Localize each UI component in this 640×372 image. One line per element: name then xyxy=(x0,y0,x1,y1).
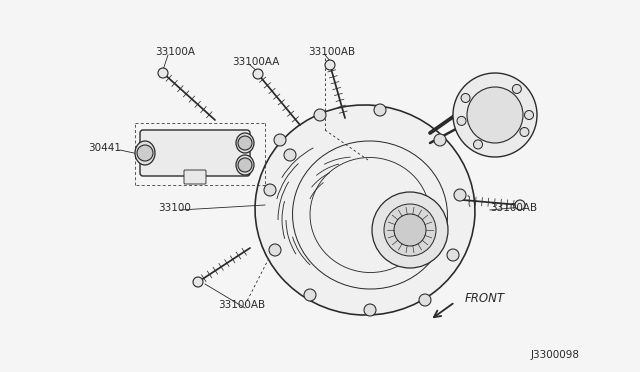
Circle shape xyxy=(467,87,523,143)
Text: 33100A: 33100A xyxy=(155,47,195,57)
Circle shape xyxy=(457,116,466,125)
FancyBboxPatch shape xyxy=(140,130,250,176)
Text: 30441: 30441 xyxy=(88,143,121,153)
Circle shape xyxy=(447,249,459,261)
Ellipse shape xyxy=(236,133,254,153)
Ellipse shape xyxy=(236,155,254,175)
Circle shape xyxy=(394,214,426,246)
Text: 33100: 33100 xyxy=(158,203,191,213)
Circle shape xyxy=(269,244,281,256)
Circle shape xyxy=(314,109,326,121)
Circle shape xyxy=(525,110,534,119)
Ellipse shape xyxy=(135,141,155,165)
Ellipse shape xyxy=(255,105,475,315)
Circle shape xyxy=(419,294,431,306)
Circle shape xyxy=(253,69,263,79)
Text: FRONT: FRONT xyxy=(465,292,505,305)
Circle shape xyxy=(372,192,448,268)
Text: 33100AB: 33100AB xyxy=(308,47,355,57)
Circle shape xyxy=(284,149,296,161)
Circle shape xyxy=(304,289,316,301)
Circle shape xyxy=(238,136,252,150)
Circle shape xyxy=(193,277,203,287)
Circle shape xyxy=(274,134,286,146)
Circle shape xyxy=(474,140,483,149)
Circle shape xyxy=(238,158,252,172)
Circle shape xyxy=(515,200,525,210)
Text: 33100AB: 33100AB xyxy=(218,300,265,310)
Circle shape xyxy=(137,145,153,161)
Circle shape xyxy=(384,204,436,256)
Circle shape xyxy=(364,304,376,316)
Circle shape xyxy=(520,128,529,137)
Circle shape xyxy=(453,73,537,157)
Circle shape xyxy=(158,68,168,78)
Circle shape xyxy=(461,93,470,103)
Circle shape xyxy=(264,184,276,196)
FancyBboxPatch shape xyxy=(184,170,206,184)
Text: 33100AB: 33100AB xyxy=(490,203,537,213)
Circle shape xyxy=(513,84,522,93)
Circle shape xyxy=(434,134,446,146)
Circle shape xyxy=(374,104,386,116)
Text: J3300098: J3300098 xyxy=(531,350,580,360)
Text: 33100AA: 33100AA xyxy=(232,57,280,67)
Circle shape xyxy=(325,60,335,70)
Circle shape xyxy=(454,189,466,201)
